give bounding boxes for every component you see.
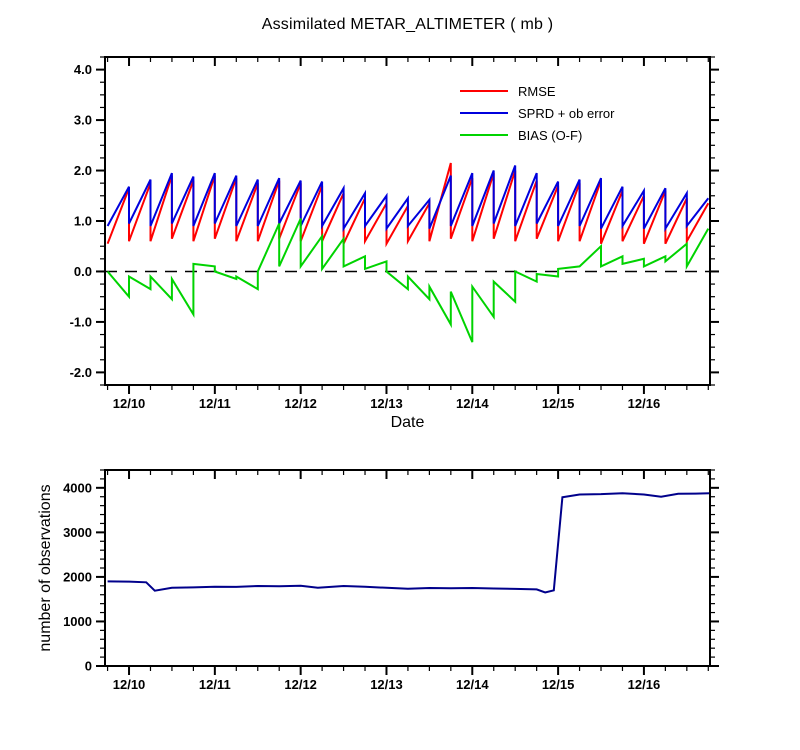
y-tick-label: -1.0 [70,314,92,329]
x-tick-label: 12/16 [628,396,661,411]
x-tick-label: 12/12 [284,396,317,411]
y-tick-label: 2.0 [74,163,92,178]
x-tick-label: 12/10 [113,396,146,411]
y-tick-label: 1000 [63,614,92,629]
y-tick-label: 4.0 [74,62,92,77]
y-tick-label: 4000 [63,480,92,495]
x-tick-label: 12/11 [199,396,231,411]
rmse-line-swatch [460,90,508,92]
y-tick-label: 3000 [63,525,92,540]
x-tick-label: 12/14 [456,677,489,692]
y-tick-label: -2.0 [70,365,92,380]
x-tick-label: 12/13 [370,677,403,692]
y-tick-label: 1.0 [74,214,92,229]
legend-label-bias: BIAS (O-F) [518,127,583,143]
x-tick-label: 12/16 [628,677,661,692]
y-tick-label: 3.0 [74,113,92,128]
legend-label-rmse: RMSE [518,83,556,99]
bias-line-swatch [460,134,508,136]
obs-y-axis-title: number of observations [37,484,54,652]
legend-label-sprd: SPRD + ob error [518,105,615,121]
x-axis-title: Date [390,414,425,431]
chart-title: Assimilated METAR_ALTIMETER ( mb ) [261,16,554,33]
sprd-line-swatch [460,112,508,114]
sprd-line [106,165,710,233]
y-tick-label: 0.0 [74,264,92,279]
x-tick-label: 12/11 [199,677,231,692]
obs-panel-frame [104,469,711,667]
bias-line [106,218,710,343]
x-tick-label: 12/15 [542,396,575,411]
error-panel: 12/10 12/11 12/12 12/13 12/14 12/15 12/16 -2.0 -… [70,56,719,411]
x-tick-label: 12/12 [284,677,317,692]
y-tick-label: 2000 [63,569,92,584]
x-tick-label: 12/10 [113,677,146,692]
legend-entry-bias: BIAS (O-F) [460,124,614,146]
x-tick-label: 12/13 [370,396,403,411]
x-tick-label: 12/15 [542,677,575,692]
legend: RMSE SPRD + ob error BIAS (O-F) [460,80,614,146]
error-panel-frame [104,56,711,386]
x-tick-label: 12/14 [456,396,489,411]
legend-entry-rmse: RMSE [460,80,614,102]
obs-count-line [107,492,710,594]
y-tick-label: 0 [85,659,92,674]
obs-panel: 12/10 12/11 12/12 12/13 12/14 12/15 12/16 0 1000… [63,469,719,692]
legend-entry-sprd: SPRD + ob error [460,102,614,124]
